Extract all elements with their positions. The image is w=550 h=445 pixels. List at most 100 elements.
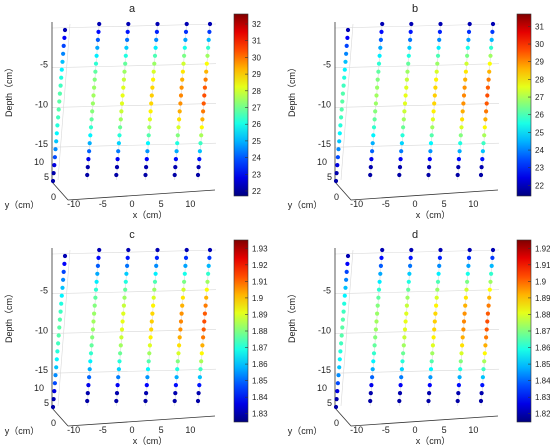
data-point xyxy=(334,397,339,402)
data-point xyxy=(435,53,441,58)
colorbar-tick-label: 25 xyxy=(535,128,544,137)
colorbar-tick-label: 1.83 xyxy=(535,393,550,402)
data-point xyxy=(95,37,100,43)
data-point xyxy=(123,279,128,284)
axes xyxy=(51,248,216,427)
x-tick-label: -10 xyxy=(350,425,363,435)
data-point xyxy=(400,359,405,364)
data-point xyxy=(401,125,406,130)
data-point xyxy=(490,21,496,27)
data-point xyxy=(59,293,64,298)
data-point xyxy=(114,172,119,178)
data-point xyxy=(466,29,472,34)
data-point xyxy=(378,263,383,268)
data-point xyxy=(465,271,470,276)
data-point xyxy=(457,149,462,154)
data-point xyxy=(201,335,206,340)
data-point xyxy=(377,279,382,284)
data-point xyxy=(88,351,94,356)
data-point xyxy=(428,375,433,380)
data-point xyxy=(464,61,469,66)
data-point xyxy=(178,101,183,106)
panel-title: d xyxy=(412,229,418,241)
data-point xyxy=(175,367,180,372)
grid-line xyxy=(334,103,500,108)
data-point xyxy=(489,45,494,50)
data-point xyxy=(203,303,208,308)
data-point xyxy=(399,149,404,154)
data-point xyxy=(489,271,494,276)
data-point xyxy=(487,295,492,300)
colorbar-tick-label: 29 xyxy=(535,58,544,67)
data-point xyxy=(481,367,486,372)
data-point xyxy=(154,263,159,268)
data-point xyxy=(95,271,100,276)
data-point xyxy=(153,271,158,276)
y-tick-label: 10 xyxy=(34,157,44,167)
data-point xyxy=(344,51,349,56)
colorbar-tick-label: 1.87 xyxy=(535,327,550,336)
data-point xyxy=(117,359,122,364)
y-tick-label: 5 xyxy=(327,172,332,182)
colorbar xyxy=(516,13,532,197)
data-point xyxy=(85,391,90,396)
colorbar-tick-label: 31 xyxy=(252,37,261,46)
data-point xyxy=(207,29,212,34)
data-point xyxy=(489,263,494,268)
data-point xyxy=(409,247,414,253)
data-point xyxy=(438,21,443,27)
data-point xyxy=(201,109,206,114)
data-point xyxy=(201,101,206,106)
data-point xyxy=(340,325,345,330)
data-point xyxy=(61,51,66,56)
data-point xyxy=(150,311,155,316)
data-point xyxy=(179,85,184,90)
data-point xyxy=(404,303,409,308)
data-point xyxy=(153,45,158,50)
data-point xyxy=(175,141,180,146)
data-point xyxy=(481,141,486,146)
z-axis-label: Depth（cm） xyxy=(4,289,14,343)
data-point xyxy=(428,367,434,372)
data-point xyxy=(204,61,209,66)
data-point xyxy=(368,172,373,178)
data-point xyxy=(480,383,485,388)
data-point xyxy=(197,157,202,162)
data-point xyxy=(337,357,342,362)
data-point xyxy=(407,271,412,276)
data-point xyxy=(197,383,202,388)
data-point xyxy=(438,247,443,253)
data-point xyxy=(406,61,411,66)
data-point xyxy=(62,35,67,41)
data-point xyxy=(196,391,201,396)
data-point xyxy=(184,21,189,27)
data-point xyxy=(147,125,152,130)
data-point xyxy=(430,125,435,130)
data-point xyxy=(483,117,488,122)
data-point xyxy=(155,21,160,27)
data-point xyxy=(373,327,378,332)
data-point xyxy=(146,359,151,364)
data-point xyxy=(148,109,153,114)
data-point xyxy=(377,53,382,58)
data-point xyxy=(126,21,131,27)
data-point xyxy=(484,101,489,106)
data-point xyxy=(399,367,404,372)
data-point xyxy=(370,367,375,372)
data-point xyxy=(144,165,149,170)
data-point xyxy=(432,327,437,332)
data-point xyxy=(154,255,159,260)
data-point xyxy=(404,77,409,82)
data-point xyxy=(339,333,344,338)
data-point xyxy=(199,359,204,364)
data-point xyxy=(152,279,158,284)
data-point xyxy=(427,165,432,170)
z-tick-label: -10 xyxy=(35,99,48,109)
data-point xyxy=(433,85,438,90)
data-point xyxy=(337,139,342,144)
data-point xyxy=(456,165,461,170)
data-point xyxy=(431,109,436,114)
colorbar-tick-label: 24 xyxy=(535,146,544,155)
